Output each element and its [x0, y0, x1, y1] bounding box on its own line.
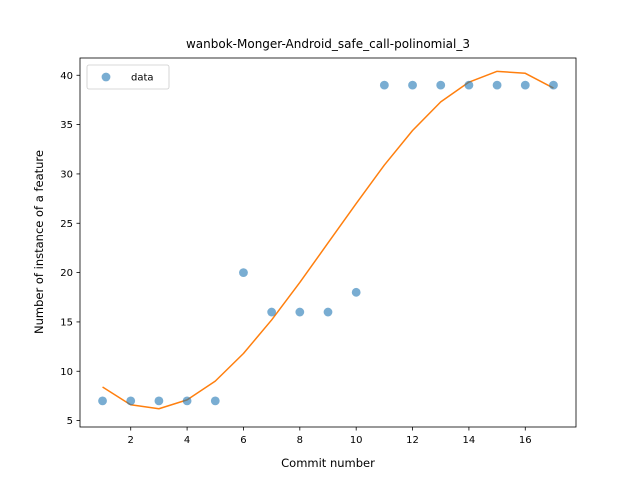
x-tick-label: 6: [240, 435, 246, 446]
data-point: [323, 307, 333, 317]
data-point: [549, 80, 558, 90]
data-point: [154, 396, 164, 406]
x-tick-label: 10: [350, 435, 363, 446]
y-tick-label: 25: [60, 219, 73, 230]
legend-marker: [101, 72, 111, 82]
data-point: [239, 268, 248, 277]
legend-box: [86, 64, 170, 90]
data-point: [520, 80, 530, 90]
data-point: [126, 396, 136, 406]
x-tick-label: 14: [463, 435, 476, 446]
legend: data: [86, 64, 170, 90]
data-point: [267, 307, 277, 317]
x-axis-label: Commit number: [281, 456, 375, 470]
data-point: [379, 80, 389, 90]
chart-title: wanbok-Monger-Android_safe_call-polinomi…: [186, 37, 470, 51]
data-point: [408, 80, 417, 90]
data-point: [210, 396, 220, 406]
y-tick-label: 40: [60, 71, 73, 82]
y-tick-label: 30: [60, 170, 73, 181]
data-point: [98, 396, 107, 406]
y-axis-label: Number of instance of a feature: [32, 150, 46, 334]
data-point: [464, 80, 474, 90]
y-tick-label: 10: [60, 367, 73, 378]
x-tick-label: 2: [128, 435, 134, 446]
plot-frame: [79, 57, 577, 428]
x-tick-label: 8: [297, 435, 303, 446]
data-point: [351, 287, 361, 297]
y-tick-label: 35: [60, 120, 73, 131]
y-tick-label: 20: [60, 268, 73, 279]
data-point: [295, 307, 305, 317]
data-point: [436, 80, 446, 90]
legend-label: data: [131, 73, 154, 84]
x-tick-label: 4: [184, 435, 190, 446]
x-tick-label: 16: [519, 435, 532, 446]
data-point: [492, 80, 502, 90]
data-point: [182, 396, 192, 406]
y-tick-label: 5: [67, 416, 73, 427]
x-tick-label: 12: [406, 435, 419, 446]
fit-line: [102, 70, 554, 410]
y-tick-label: 15: [60, 318, 73, 329]
